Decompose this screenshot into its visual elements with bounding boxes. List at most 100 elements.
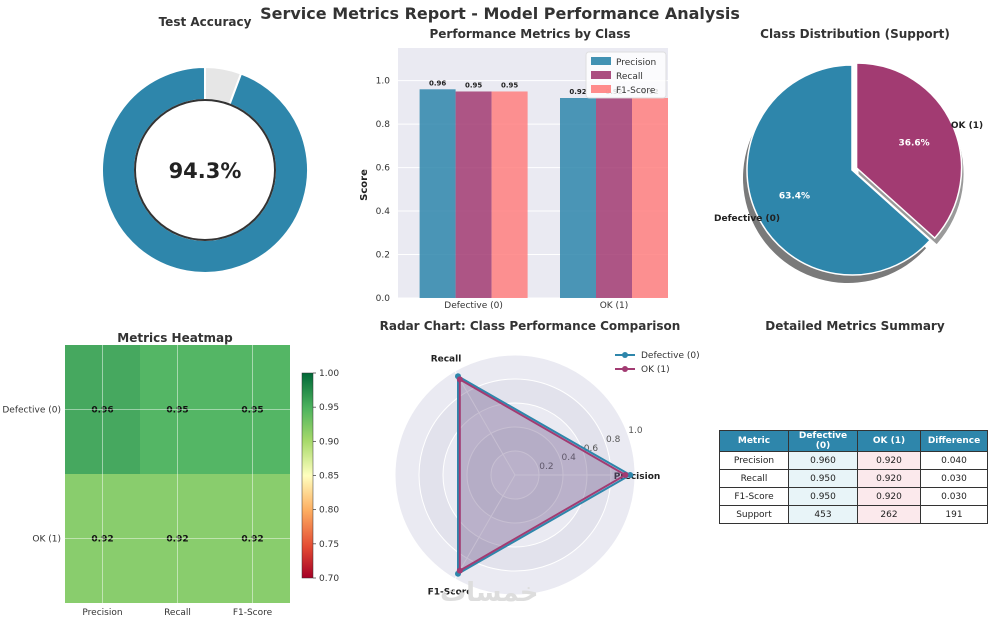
heatmap-title: Metrics Heatmap	[117, 331, 233, 345]
radar-title: Radar Chart: Class Performance Compariso…	[379, 319, 681, 333]
cell-metric: Recall	[719, 469, 789, 488]
bar-legend-label: Precision	[616, 58, 656, 68]
bar-y-tick: 0.2	[376, 251, 390, 261]
bar-x-tick: Defective (0)	[444, 301, 503, 311]
radar-series-0	[457, 374, 633, 576]
summary-header-metric: Metric	[719, 430, 789, 452]
bar-precision-1	[560, 98, 596, 298]
bar-legend-label: Recall	[616, 72, 643, 82]
pie-slice-label: Defective (0)	[714, 214, 780, 224]
radar-point	[456, 376, 463, 383]
bar-chart: 0.0 0.2 0.4 0.6 0.8 1.0 Defective (0) 0.96 0.95 0…	[359, 48, 668, 311]
bar-legend-swatch	[591, 85, 611, 93]
radar-legend-marker	[622, 352, 628, 358]
bar-y-label: Score	[359, 169, 370, 201]
bar-f1-score-0	[491, 91, 528, 298]
pie-pct-label: 63.4%	[779, 192, 810, 202]
summary-header-ok: OK (1)	[857, 430, 921, 452]
radar-axis-label: F1-Score	[428, 588, 473, 598]
colorbar-tick-label: 1.00	[319, 369, 339, 379]
bar-value-label: 0.95	[501, 81, 518, 89]
heatmap-row-label: OK (1)	[32, 535, 61, 545]
watermark: خمسات	[440, 578, 539, 608]
bar-legend-label: F1-Score	[616, 86, 656, 96]
cell-defective: 0.950	[788, 487, 858, 506]
cell-ok: 262	[857, 505, 921, 524]
radar-r-tick: 1.0	[628, 426, 643, 436]
cell-difference: 191	[920, 505, 988, 524]
bar-value-label: 0.92	[569, 88, 586, 96]
radar-r-tick: 0.6	[584, 444, 599, 454]
cell-metric: Precision	[719, 451, 789, 470]
colorbar-tick-label: 0.70	[319, 574, 339, 584]
radar-point	[627, 472, 634, 478]
bar-legend-swatch	[591, 57, 611, 65]
pie-pct-label: 36.6%	[898, 138, 929, 148]
accuracy-donut: 94.3%	[101, 65, 309, 274]
pie-slice-label: OK (1)	[951, 121, 983, 131]
radar-series-1	[458, 377, 628, 573]
radar-axis-label: Precision	[614, 472, 661, 482]
cell-defective: 0.960	[788, 451, 858, 470]
radar-r-tick: 0.2	[539, 462, 553, 472]
colorbar-tick-label: 0.95	[319, 403, 339, 413]
radar-spoke	[454, 370, 516, 476]
heatmap-col-label: Recall	[164, 608, 191, 618]
bar-value-label: 0.96	[429, 79, 446, 87]
heatmap-col-label: Precision	[82, 608, 122, 618]
colorbar-tick-label: 0.85	[319, 472, 339, 482]
cell-ok: 0.920	[857, 487, 921, 506]
bar-y-tick: 0.0	[376, 294, 391, 304]
cell-ok: 0.920	[857, 451, 921, 470]
colorbar-tick-label: 0.75	[319, 540, 339, 550]
accuracy-title: Test Accuracy	[158, 15, 252, 29]
radar-legend-label: OK (1)	[641, 365, 670, 375]
bar-recall-1	[596, 98, 632, 298]
bar-y-tick: 0.6	[376, 164, 391, 174]
bar-precision-0	[419, 89, 456, 298]
cell-ok: 0.920	[857, 469, 921, 488]
donut-center	[134, 99, 276, 241]
heatmap-col-label: F1-Score	[233, 608, 273, 618]
radar-point	[456, 567, 463, 574]
cell-difference: 0.030	[920, 469, 988, 488]
radar-chart: 0.2 0.4 0.6 0.8 1.0 Precision Recall F1-Score De…	[394, 351, 700, 598]
bar-y-tick: 1.0	[376, 77, 391, 87]
heatmap-row-label: Defective (0)	[2, 406, 61, 416]
pie-chart: 63.4% 36.6% Defective (0) OK (1)	[714, 62, 983, 283]
table-row: Recall 0.950 0.920 0.030	[719, 469, 988, 488]
colorbar-tick-label: 0.80	[319, 506, 339, 516]
cell-difference: 0.040	[920, 451, 988, 470]
page-title: Service Metrics Report - Model Performan…	[260, 4, 740, 23]
summary-header-difference: Difference	[920, 430, 988, 452]
summary-title: Detailed Metrics Summary	[765, 319, 945, 333]
radar-legend-marker	[622, 366, 628, 372]
pie-slice-ok	[855, 62, 963, 240]
radar-point	[622, 472, 629, 478]
table-row: Precision 0.960 0.920 0.040	[719, 451, 988, 470]
bar-x-tick: OK (1)	[600, 301, 629, 311]
summary-header-defective: Defective (0)	[788, 430, 858, 452]
cell-metric: Support	[719, 505, 789, 524]
cell-difference: 0.030	[920, 487, 988, 506]
summary-table: Metric Defective (0) OK (1) Difference P…	[719, 430, 988, 524]
table-row: F1-Score 0.950 0.920 0.030	[719, 487, 988, 506]
bar-recall-0	[455, 91, 492, 298]
radar-axis-label: Recall	[431, 354, 462, 364]
bar-value-label: 0.95	[465, 81, 482, 89]
radar-spoke	[454, 474, 516, 580]
bar-f1-score-1	[632, 98, 668, 298]
cell-defective: 453	[788, 505, 858, 524]
radar-r-tick: 0.8	[606, 435, 621, 445]
colorbar-tick-label: 0.90	[319, 437, 339, 447]
summary-table-wrap: Metric Defective (0) OK (1) Difference P…	[719, 430, 988, 524]
bar-legend-swatch	[591, 71, 611, 79]
radar-legend-label: Defective (0)	[641, 351, 700, 361]
accuracy-value: 94.3%	[169, 159, 242, 183]
bar-y-tick: 0.8	[376, 120, 391, 130]
radar-r-tick: 0.4	[562, 453, 577, 463]
bar-chart-title: Performance Metrics by Class	[429, 27, 631, 41]
pie-title: Class Distribution (Support)	[760, 27, 950, 41]
bar-y-tick: 0.4	[376, 207, 391, 217]
